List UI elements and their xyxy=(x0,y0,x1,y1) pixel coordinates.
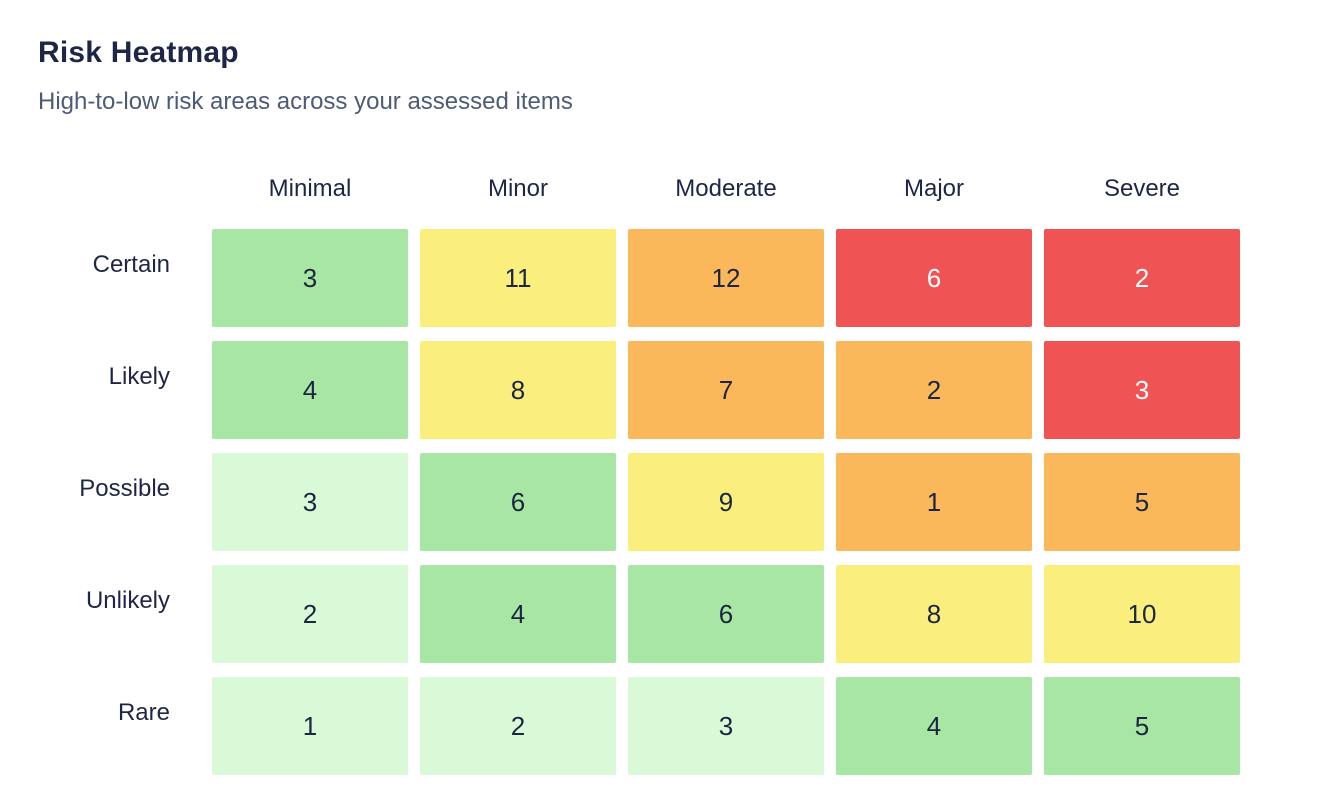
heatmap-cell: 11 xyxy=(420,229,616,327)
heatmap-cell: 2 xyxy=(212,565,408,663)
row-label-possible: Possible xyxy=(79,475,170,502)
page-subtitle: High-to-low risk areas across your asses… xyxy=(38,88,573,115)
heatmap-cell: 5 xyxy=(1044,677,1240,775)
row-label-certain: Certain xyxy=(92,251,170,278)
heatmap-cell: 12 xyxy=(628,229,824,327)
heatmap-cell: 3 xyxy=(212,229,408,327)
column-header-severe: Severe xyxy=(1103,175,1181,202)
risk-heatmap-grid: Minimal Minor Moderate Major Severe Certain 3 1… xyxy=(22,163,1332,775)
page-title: Risk Heatmap xyxy=(38,36,239,69)
column-header-minimal: Minimal xyxy=(268,175,352,202)
heatmap-cell: 8 xyxy=(420,341,616,439)
row-label-rare: Rare xyxy=(117,699,170,726)
heatmap-corner-spacer xyxy=(22,163,200,215)
row-label-unlikely: Unlikely xyxy=(85,587,170,614)
heatmap-cell: 3 xyxy=(628,677,824,775)
heatmap-cell: 6 xyxy=(836,229,1032,327)
heatmap-cell: 4 xyxy=(212,341,408,439)
heatmap-cell: 2 xyxy=(836,341,1032,439)
heatmap-cell: 6 xyxy=(628,565,824,663)
heatmap-cell: 7 xyxy=(628,341,824,439)
heatmap-cell: 4 xyxy=(420,565,616,663)
heatmap-cell: 5 xyxy=(1044,453,1240,551)
heatmap-cell: 2 xyxy=(420,677,616,775)
heatmap-cell: 10 xyxy=(1044,565,1240,663)
heatmap-cell: 1 xyxy=(212,677,408,775)
row-label-likely: Likely xyxy=(108,363,170,390)
heatmap-cell: 3 xyxy=(1044,341,1240,439)
heatmap-cell: 1 xyxy=(836,453,1032,551)
heatmap-cell: 6 xyxy=(420,453,616,551)
heatmap-cell: 2 xyxy=(1044,229,1240,327)
heatmap-cell: 8 xyxy=(836,565,1032,663)
column-header-major: Major xyxy=(903,175,964,202)
column-header-moderate: Moderate xyxy=(675,175,777,202)
heatmap-cell: 9 xyxy=(628,453,824,551)
heatmap-cell: 3 xyxy=(212,453,408,551)
column-header-minor: Minor xyxy=(487,175,548,202)
heatmap-cell: 4 xyxy=(836,677,1032,775)
